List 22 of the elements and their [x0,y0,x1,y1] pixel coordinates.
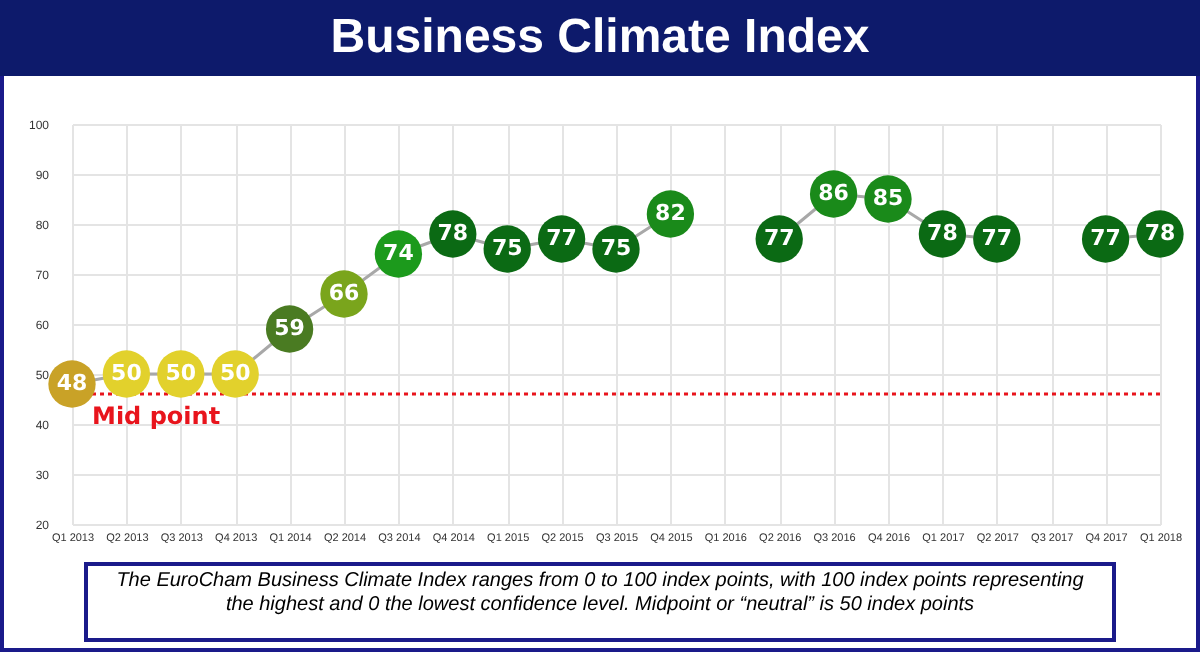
data-label: 77 [546,225,577,251]
data-label: 50 [219,360,252,386]
data-label: 48 [56,370,88,396]
data-label: 82 [655,200,686,226]
data-label: 75 [600,235,632,261]
data-label: 50 [111,360,143,386]
data-label: 86 [818,180,850,206]
data-label: 85 [872,185,904,211]
data-label: 59 [274,315,305,341]
data-label: 66 [328,280,360,306]
ref-line-label: Mid point [92,402,221,430]
data-label: 78 [927,220,958,246]
data-label: 77 [1090,225,1121,251]
data-label: 78 [1144,220,1176,246]
text: The EuroCham Business Climate Index ranges from 0 to 100 index points, with 100 index points representing the highest and 0 the lowest confidence level. Midpoint or “neutral” is 50 index points [84,562,1116,642]
data-label: 77 [981,225,1013,251]
chart-title: Business Climate Index [0,0,1200,76]
data-label: 50 [165,360,197,386]
data-label: 74 [383,240,415,266]
data-label: 77 [763,225,795,251]
data-label: 75 [491,235,523,261]
data-label: 78 [437,220,469,246]
